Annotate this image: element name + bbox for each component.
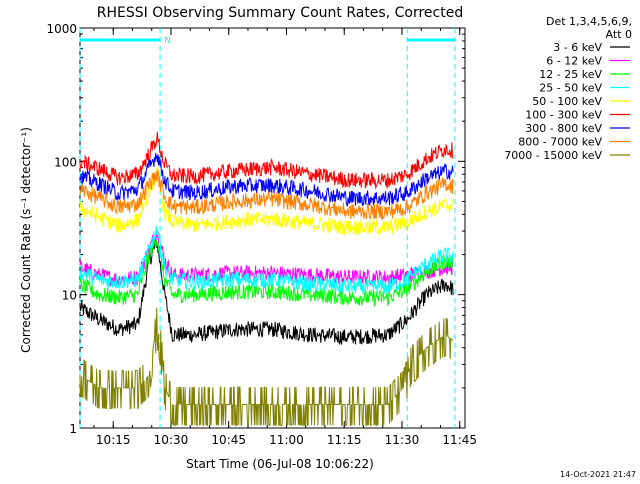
legend-entry-label: 300 - 800 keV (525, 122, 602, 135)
x-tick-label: 10:15 (96, 433, 131, 447)
y-axis-label: Corrected Count Rate (s⁻¹ detector⁻¹) (19, 127, 33, 353)
legend-entry-label: 25 - 50 keV (539, 82, 602, 95)
y-tick-label: 10 (62, 289, 77, 303)
x-tick-label: 10:30 (154, 433, 189, 447)
series-line (79, 238, 454, 308)
x-tick-label: 10:45 (211, 433, 246, 447)
x-tick-label: 11:00 (269, 433, 304, 447)
footer-date: 14-Oct-2021 21:47 (560, 470, 636, 479)
series-line (79, 307, 454, 426)
plot-area: 1 10 100 1000 10:15 10:30 10:45 11:00 11:15 11:30… (46, 22, 477, 447)
series-line (79, 152, 454, 207)
chart-title: RHESSI Observing Summary Count Rates, Co… (97, 5, 463, 21)
legend-header-attenuator: Att 0 (606, 28, 632, 41)
legend-entry-label: 800 - 7000 keV (518, 136, 602, 149)
series-line (79, 131, 454, 190)
y-tick-label: 1 (69, 422, 77, 436)
series-line (79, 167, 454, 237)
x-tick-label: 11:30 (385, 433, 420, 447)
x-tick-label: 11:45 (442, 433, 477, 447)
legend-entry-label: 7000 - 15000 keV (504, 149, 602, 162)
legend-entry-label: 100 - 300 keV (525, 109, 602, 122)
night-marker: N (164, 36, 171, 46)
series-line (79, 238, 454, 346)
x-axis-label: Start Time (06-Jul-08 10:06:22) (186, 457, 374, 471)
y-tick-label: 1000 (46, 22, 77, 36)
x-tick-label: 11:15 (327, 433, 362, 447)
y-tick-label: 100 (54, 155, 77, 169)
legend-entry-label: 50 - 100 keV (532, 95, 602, 108)
series-line (79, 169, 454, 221)
legend-header-detectors: Det 1,3,4,5,6,9, (546, 15, 632, 28)
series-line (79, 225, 454, 295)
legend-entry-label: 6 - 12 keV (546, 55, 602, 68)
legend-entry-label: 3 - 6 keV (553, 41, 602, 54)
legend-entry-label: 12 - 25 keV (539, 68, 602, 81)
